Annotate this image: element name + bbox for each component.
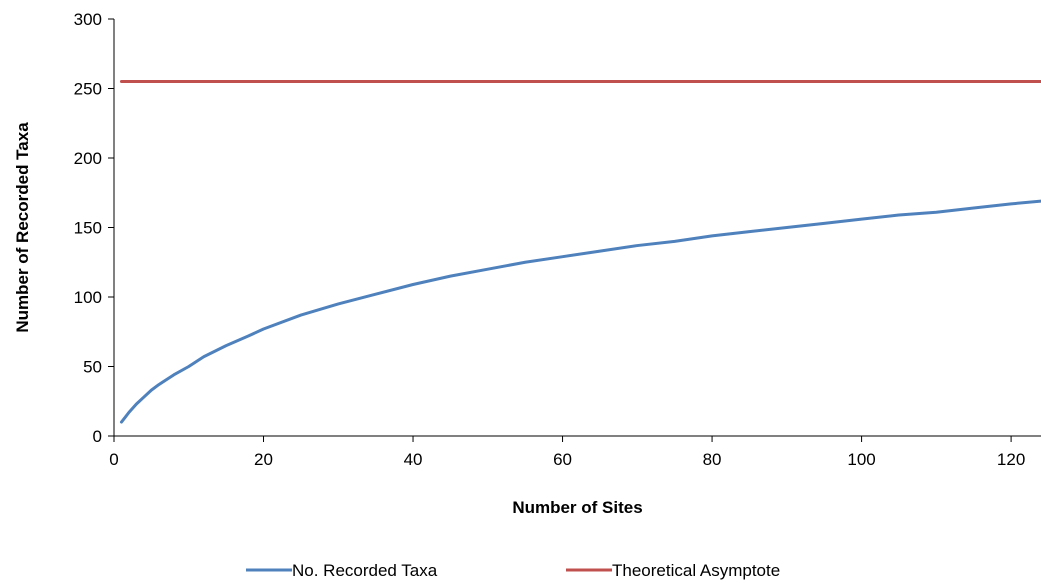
x-tick-label: 0: [109, 450, 118, 469]
x-axis-title: Number of Sites: [512, 498, 642, 517]
y-tick-label: 50: [83, 358, 102, 377]
y-axis-ticks: 0 50 100 150 200 250 300: [74, 10, 114, 446]
y-tick-label: 100: [74, 288, 102, 307]
x-tick-label: 40: [404, 450, 423, 469]
y-tick-label: 0: [93, 427, 102, 446]
x-tick-label: 120: [997, 450, 1025, 469]
x-tick-label: 100: [847, 450, 875, 469]
y-tick-label: 150: [74, 219, 102, 238]
legend-label-no-recorded-taxa: No. Recorded Taxa: [292, 561, 438, 580]
x-tick-label: 60: [553, 450, 572, 469]
y-axis-title: Number of Recorded Taxa: [13, 122, 32, 333]
y-tick-label: 250: [74, 80, 102, 99]
legend-label-theoretical-asymptote: Theoretical Asymptote: [612, 561, 780, 580]
x-axis-ticks: 0 20 40 60 80 100 120: [109, 436, 1025, 469]
series-line-no-recorded-taxa: [119, 199, 1041, 424]
x-tick-label: 20: [254, 450, 273, 469]
y-tick-label: 200: [74, 149, 102, 168]
x-tick-label: 80: [703, 450, 722, 469]
y-tick-label: 300: [74, 10, 102, 29]
legend: No. Recorded Taxa Theoretical Asymptote: [246, 561, 780, 580]
series-lines: [119, 80, 1041, 424]
